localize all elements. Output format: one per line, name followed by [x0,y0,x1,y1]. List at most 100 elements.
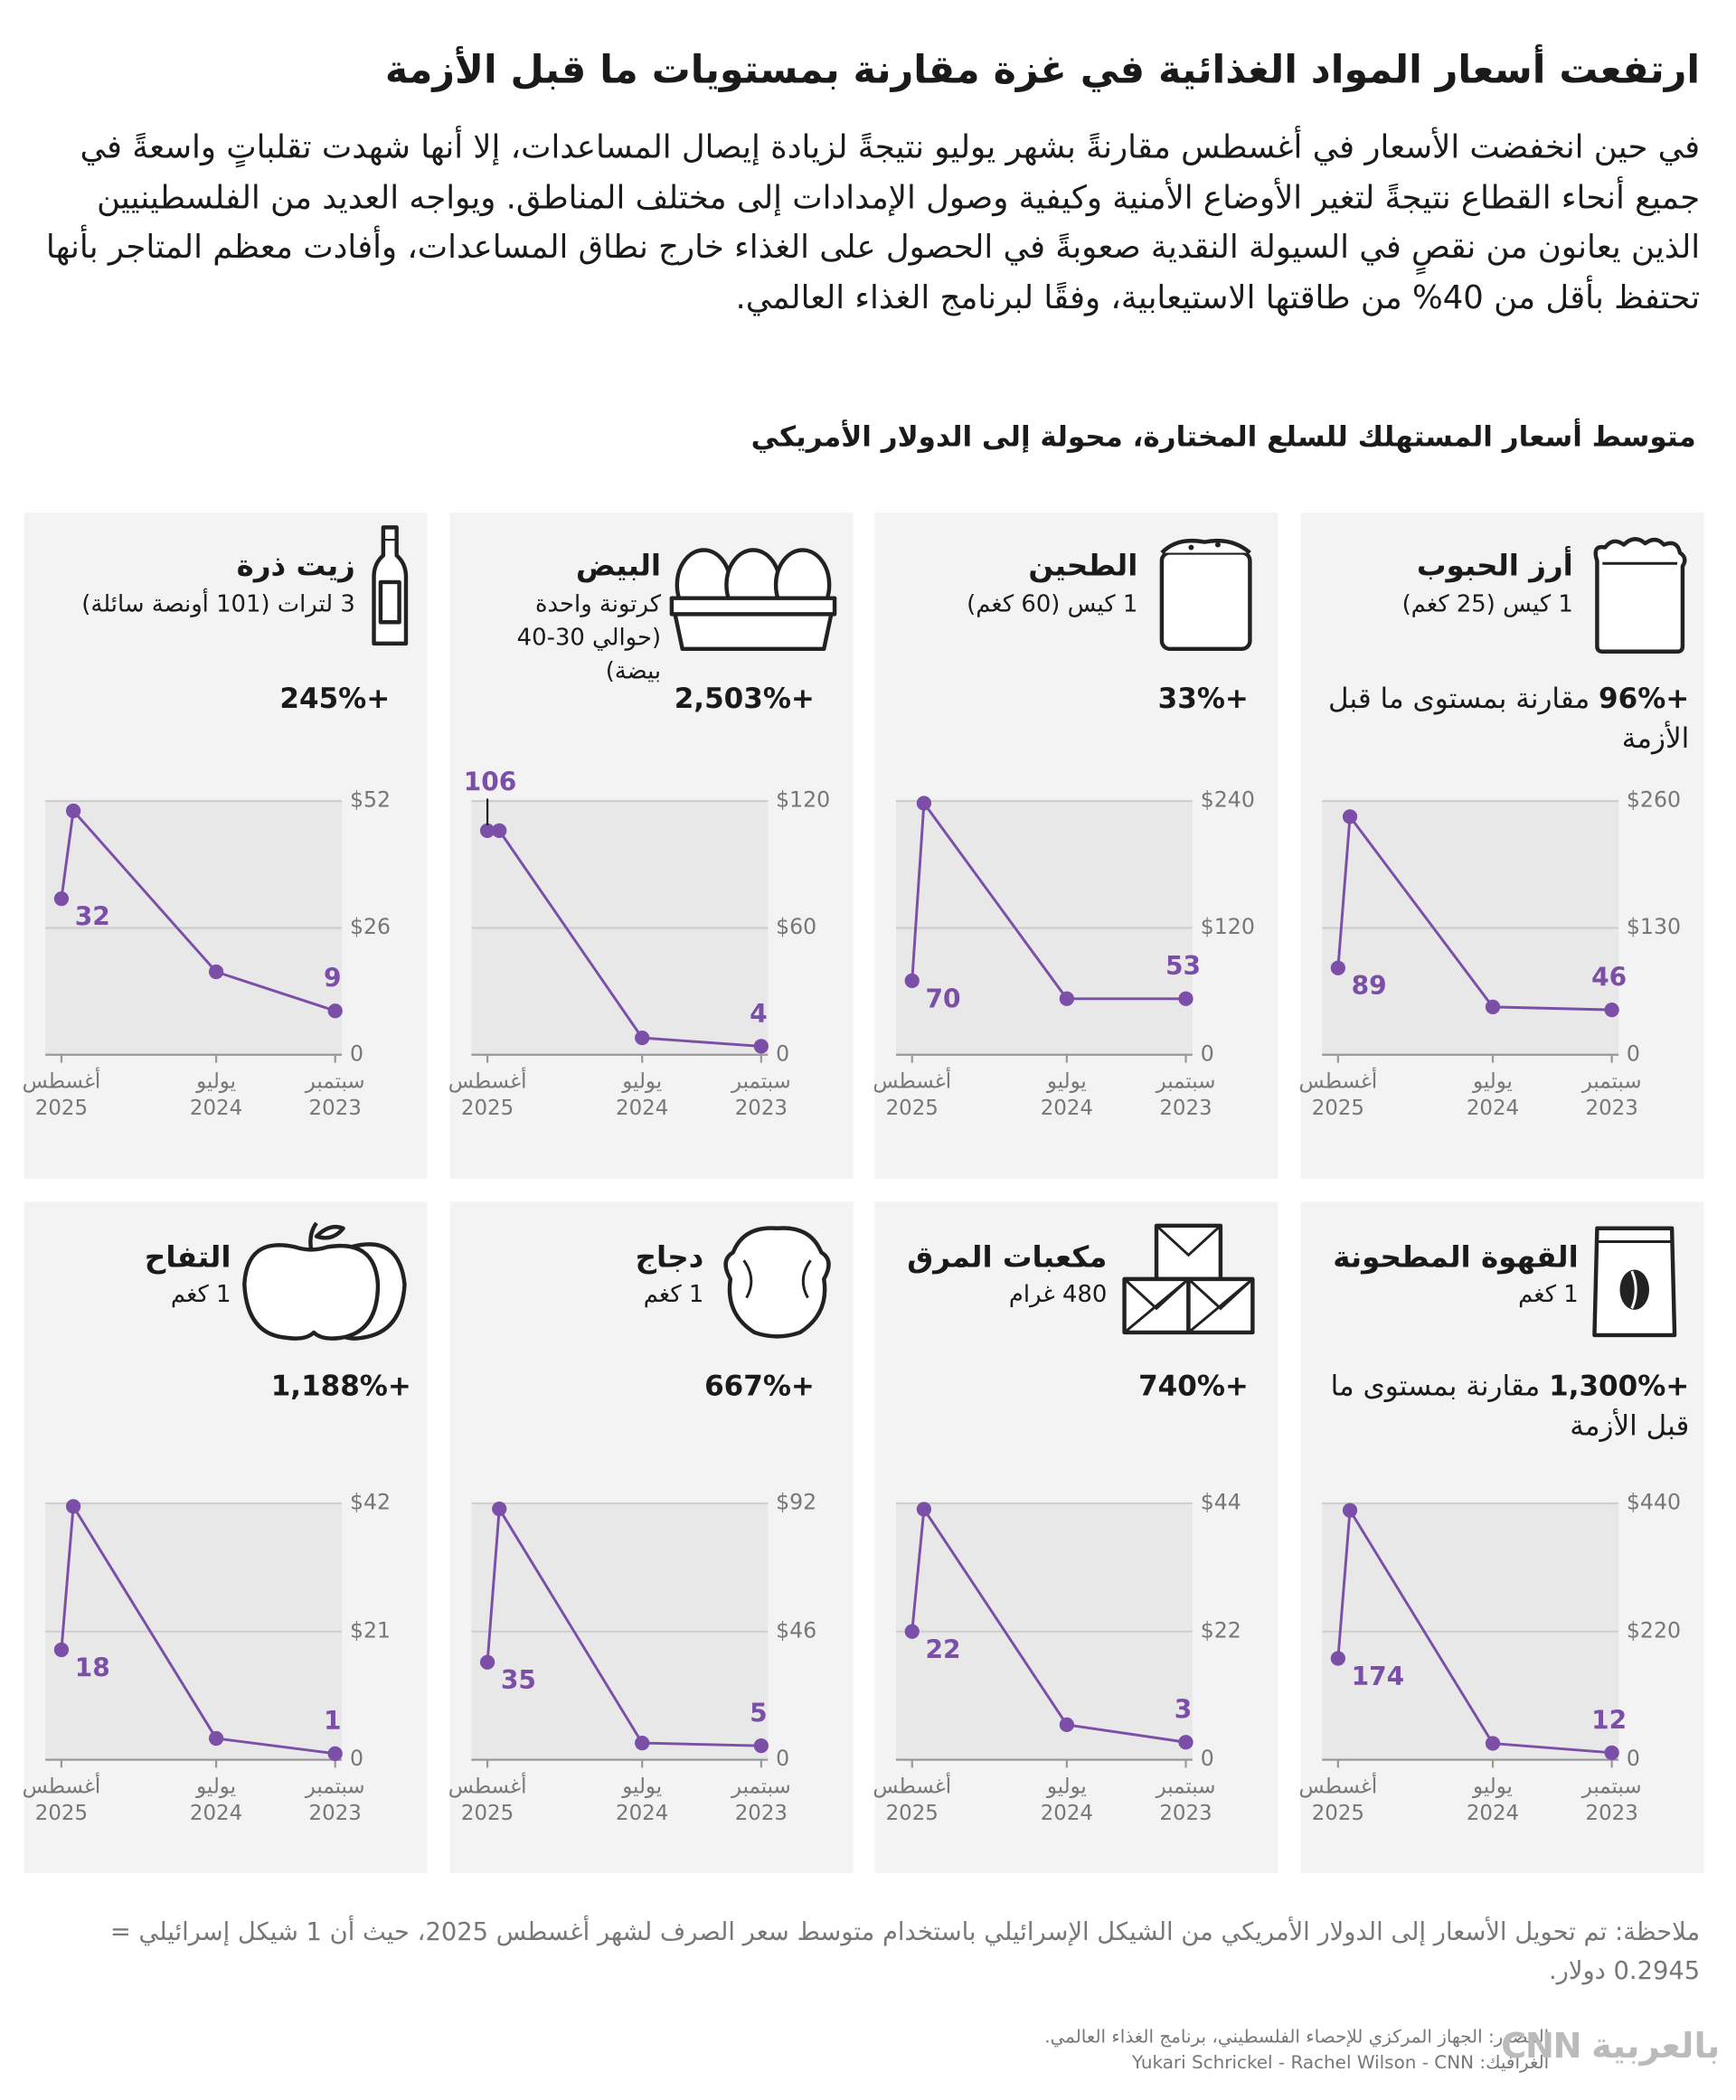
point [53,890,70,907]
data-label: 1 [324,1706,342,1736]
panel: القهوة المطحونة 1 كغم +1,300% مقارنة بمستو… [1299,1201,1704,1874]
note: ملاحظة: تم تحويل الأسعار إلى الدولار الأ… [109,1918,1701,1986]
panel-title: الطحين [1028,550,1138,584]
y-tick-label: $120 [776,787,830,813]
panel-title: زيت ذرة [236,550,355,584]
y-tick-label: 0 [776,1041,789,1066]
change: +2,503% [548,678,815,718]
chart: 0 $21 $42 1 18 [45,1490,391,1771]
point [753,1039,769,1054]
point [479,1654,495,1670]
data-label: 35 [501,1665,536,1695]
line [910,799,1186,1001]
data-label: 4 [750,999,768,1029]
panel-subtitle: 1 كيس (25 كغم) [1401,591,1573,618]
panel-title: البيض [575,550,662,584]
x-tick-label: يوليو 2024 [1466,1069,1520,1121]
chart: 0 $130 $260 46 89 [1322,787,1681,1066]
y-tick-label: 0 [350,1746,363,1771]
x-tick-label: يوليو 2024 [189,1069,243,1121]
panel-subtitle: كرتونة واحدة (حوالي 30-40 بيضة) [516,591,662,685]
x-tick-label: سبتمبر 2023 [1581,1774,1642,1825]
point [327,1003,343,1019]
y-tick-label: $92 [776,1490,816,1515]
y-tick-label: 0 [1201,1041,1214,1066]
change: +245% [123,678,390,718]
data-label: 3 [1175,1695,1193,1725]
change-value: +740% [1138,1370,1249,1402]
y-tick-label: $240 [1201,787,1255,813]
panel-subtitle: 1 كغم [170,1281,231,1309]
point [65,1499,81,1514]
change-value: +1,300% [1549,1370,1690,1402]
y-tick-label: $220 [1627,1617,1681,1643]
data-label: 22 [926,1634,961,1664]
x-tick-label: يوليو 2024 [616,1069,669,1121]
point [492,1502,507,1517]
change: +1,300% مقارنة بمستوى ما قبل الأزمة [1316,1366,1690,1446]
title: ارتفعت أسعار المواد الغذائية في غزة مقار… [384,46,1701,92]
chart: 0 $220 $440 12 174 [1322,1490,1681,1771]
point [904,1624,920,1639]
point [1485,1736,1501,1751]
point [327,1746,343,1761]
data-label: 9 [324,964,342,993]
panel: مكعبات المرق 480 غرام +740% 0 $22 $44 3 22 سبتمب… [873,1201,1278,1874]
panel-title: أرز الحبوب [1416,550,1573,584]
panel: دجاج 1 كغم +667% 0 $46 $92 5 35 سبتمبر 2023 يوليو… [448,1201,854,1874]
panel-subtitle: 1 كيس (60 كغم) [967,591,1138,618]
y-tick-label: $42 [350,1490,391,1515]
panel: التفاح 1 كغم +1,188% 0 $21 $42 1 18 سبتمبر 2023 ي… [23,1201,428,1874]
change-value: +667% [704,1370,815,1402]
x-tick-label: سبتمبر 2023 [1156,1069,1216,1121]
data-label: 46 [1591,963,1627,993]
point [916,796,932,811]
x-tick-label: يوليو 2024 [1040,1774,1093,1825]
point [1059,991,1074,1006]
y-tick-label: $120 [1201,914,1255,939]
panel-title: التفاح [144,1241,231,1276]
x-tick-label: يوليو 2024 [1466,1774,1520,1825]
point [208,1730,224,1747]
y-tick-label: 0 [776,1746,789,1771]
change-value: +33% [1157,682,1249,715]
x-tick-label: أغسطس 2025 [1298,1774,1378,1825]
line [1336,1506,1612,1755]
x-tick-label: أغسطس 2025 [873,1069,952,1121]
change-value: +96% [1599,682,1690,715]
data-label: 106 [464,767,517,797]
x-tick-label: يوليو 2024 [189,1774,243,1825]
point [1342,1502,1358,1518]
change: +667% [548,1366,815,1406]
chart: 0 $22 $44 3 22 [896,1490,1241,1771]
change-note: مقارنة بمستوى ما قبل الأزمة [1330,1370,1690,1443]
change-value: +1,188% [270,1370,411,1402]
point [492,823,507,839]
credits: الغرافيك: Yukari Schrickel - Rachel Wils… [1131,2052,1550,2074]
logo: CNN بالعربية [1501,2026,1722,2067]
icon [370,523,410,655]
line [486,1504,761,1747]
y-tick-label: 0 [1201,1746,1214,1771]
point [479,823,495,839]
y-tick-label: $46 [776,1617,816,1643]
data-label: 32 [75,902,110,932]
chart: 0 $26 $52 9 32 [45,787,391,1066]
x-tick-label: أغسطس 2025 [22,1774,101,1825]
panel: أرز الحبوب 1 كيس (25 كغم) +96% مقارنة بمست… [1299,513,1704,1180]
point [1330,1651,1345,1666]
icon [1587,1220,1683,1349]
x-tick-label: أغسطس 2025 [448,1774,527,1825]
x-tick-label: سبتمبر 2023 [1156,1774,1216,1825]
point [1485,999,1501,1015]
data-label: 18 [75,1653,110,1683]
y-tick-label: $440 [1627,1490,1681,1515]
point [1178,991,1194,1006]
x-tick-label: يوليو 2024 [1040,1069,1093,1121]
source: المصدر: الجهاز المركزي للإحصاء الفلسطيني… [1044,2026,1550,2048]
chart: 0 $46 $92 5 35 [471,1490,816,1771]
y-tick-label: 0 [350,1041,363,1066]
point [1178,1735,1194,1750]
